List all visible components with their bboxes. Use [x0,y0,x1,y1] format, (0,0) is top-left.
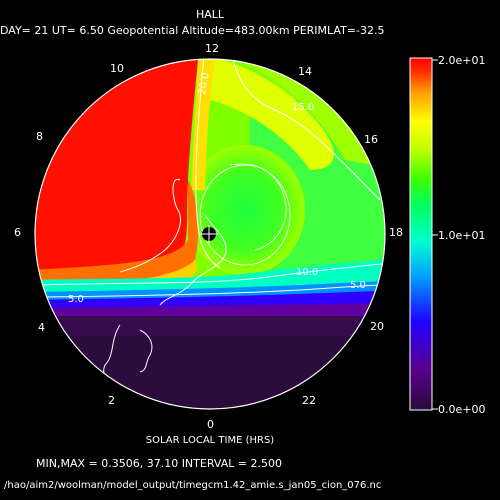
colorbar-min-label: 0.0e+00 [438,403,485,416]
hour-label-14: 14 [298,65,312,78]
xaxis-label: SOLAR LOCAL TIME (HRS) [145,435,275,446]
hour-label-18: 18 [389,226,403,239]
hour-label-2: 2 [108,394,115,407]
contour-label: 10.0 [296,267,318,278]
hour-label-12: 12 [205,42,219,55]
hour-label-4: 4 [38,321,45,334]
hour-label-10: 10 [110,62,124,75]
hour-label-20: 20 [370,320,384,333]
hour-label-22: 22 [302,394,316,407]
contour-label: 5.0 [68,294,84,305]
contour-label: 5.0 [350,280,366,291]
colorbar: 2.0e+01 1.0e+01 0.0e+00 [409,54,485,416]
disk-border [34,58,386,410]
contour-label: 15.0 [292,102,314,113]
plot-subtitle: DAY= 21 UT= 6.50 Geopotential Altitude=4… [0,24,385,37]
pole-marker [200,225,218,243]
plot-title: HALL [195,8,225,21]
hour-label-6: 6 [14,226,21,239]
file-path: /hao/aim2/woolman/model_output/timegcm1.… [4,480,382,491]
hour-label-0: 0 [207,418,214,431]
colorbar-mid-label: 1.0e+01 [438,229,485,242]
minmax-info: MIN,MAX = 0.3506, 37.10 INTERVAL = 2.500 [36,457,283,470]
colorbar-max-label: 2.0e+01 [438,54,485,67]
hour-label-16: 16 [364,133,378,146]
contour-label: 20.0 [197,72,212,96]
hour-label-8: 8 [36,130,43,143]
